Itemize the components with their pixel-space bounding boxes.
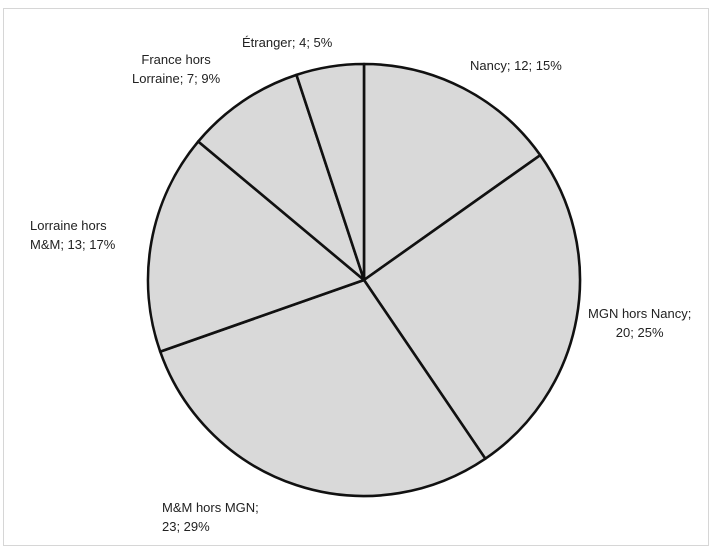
label-etranger: Étranger; 4; 5% xyxy=(242,33,332,52)
label-nancy-line-1: Nancy; 12; 15% xyxy=(470,56,562,75)
label-lorraine-hors-mm: Lorraine hors M&M; 13; 17% xyxy=(30,216,115,254)
label-mgn-hors-nancy: MGN hors Nancy; 20; 25% xyxy=(588,304,691,342)
label-etranger-line-1: Étranger; 4; 5% xyxy=(242,33,332,52)
label-france-hors-lorraine: France hors Lorraine; 7; 9% xyxy=(132,50,220,88)
label-mgn-hors-nancy-line-2: 20; 25% xyxy=(588,323,691,342)
label-lorraine-hors-mm-line-1: Lorraine hors xyxy=(30,216,115,235)
label-mgn-hors-nancy-line-1: MGN hors Nancy; xyxy=(588,304,691,323)
label-lorraine-hors-mm-line-2: M&M; 13; 17% xyxy=(30,235,115,254)
label-mm-hors-mgn-line-1: M&M hors MGN; xyxy=(162,498,259,517)
label-mm-hors-mgn-line-2: 23; 29% xyxy=(162,517,259,536)
label-france-hors-lorraine-line-1: France hors xyxy=(132,50,220,69)
label-france-hors-lorraine-line-2: Lorraine; 7; 9% xyxy=(132,69,220,88)
label-nancy: Nancy; 12; 15% xyxy=(470,56,562,75)
label-mm-hors-mgn: M&M hors MGN; 23; 29% xyxy=(162,498,259,536)
